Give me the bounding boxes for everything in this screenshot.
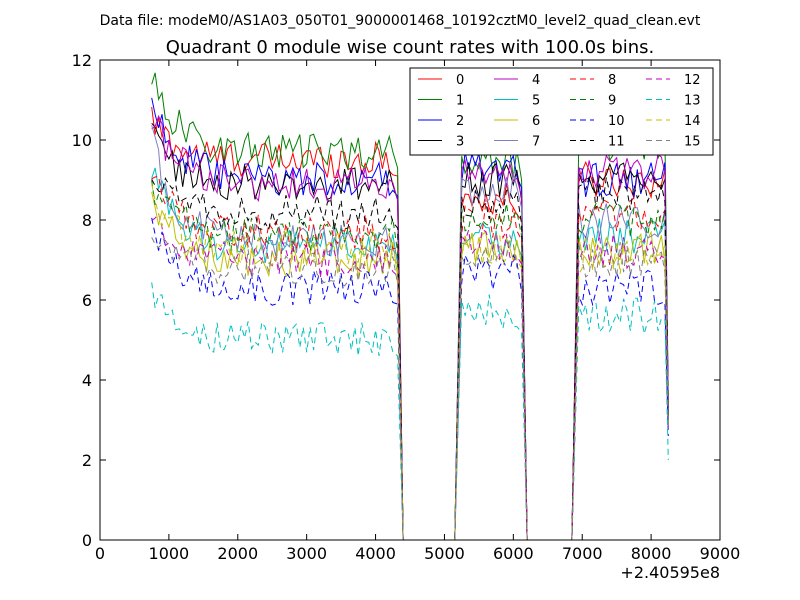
legend-label-2: 2 [456,114,464,129]
series-line-10 [151,217,669,541]
x-tick-label: 2000 [217,544,258,563]
series-line-15 [151,233,669,541]
legend-label-0: 0 [456,73,464,88]
y-tick-label: 4 [82,371,92,390]
series-line-9 [151,180,669,541]
legend-label-15: 15 [684,135,701,150]
legend-label-1: 1 [456,94,464,109]
legend-label-9: 9 [608,94,616,109]
series-line-13 [151,282,669,541]
x-tick-label: 9000 [700,544,741,563]
legend-label-5: 5 [532,94,540,109]
series-line-6 [151,191,669,541]
series-line-4 [151,114,669,541]
legend-label-7: 7 [532,135,540,150]
series-line-2 [151,97,669,541]
chart-title: Quadrant 0 module wise count rates with … [166,37,655,58]
series-line-12 [151,212,669,541]
legend-label-12: 12 [684,73,701,88]
series-line-14 [151,183,669,541]
x-tick-label: 1000 [149,544,190,563]
series-layer [151,72,669,541]
legend-box [409,67,714,156]
x-tick-label: 5000 [424,544,465,563]
y-tick-label: 6 [82,291,92,310]
series-line-5 [151,167,669,541]
x-tick-label: 4000 [355,544,396,563]
x-tick-label: 0 [95,544,105,563]
y-tick-label: 10 [72,131,92,150]
axis-ticks: 0 1000 2000 3000 4000 5000 6000 7000 8000 9000 0 2 4… [72,51,741,563]
legend-label-3: 3 [456,135,464,150]
y-tick-label: 12 [72,51,92,70]
y-tick-label: 8 [82,211,92,230]
legend-label-10: 10 [608,114,625,129]
x-tick-label: 8000 [631,544,672,563]
legend-label-6: 6 [532,114,540,129]
x-tick-label: 3000 [286,544,327,563]
series-line-11 [151,175,669,541]
legend-label-8: 8 [608,73,616,88]
suptitle: Data file: modeM0/AS1A03_050T01_90000014… [100,13,701,29]
legend-label-4: 4 [532,73,540,88]
x-tick-label: 6000 [493,544,534,563]
legend-label-14: 14 [684,114,701,129]
legend-label-11: 11 [608,135,625,150]
series-line-3 [151,123,669,541]
x-offset-label: +2.40595e8 [620,563,720,582]
y-tick-label: 0 [82,531,92,550]
y-tick-label: 2 [82,451,92,470]
series-line-8 [151,175,669,541]
legend-label-13: 13 [684,94,701,109]
x-tick-label: 7000 [562,544,603,563]
